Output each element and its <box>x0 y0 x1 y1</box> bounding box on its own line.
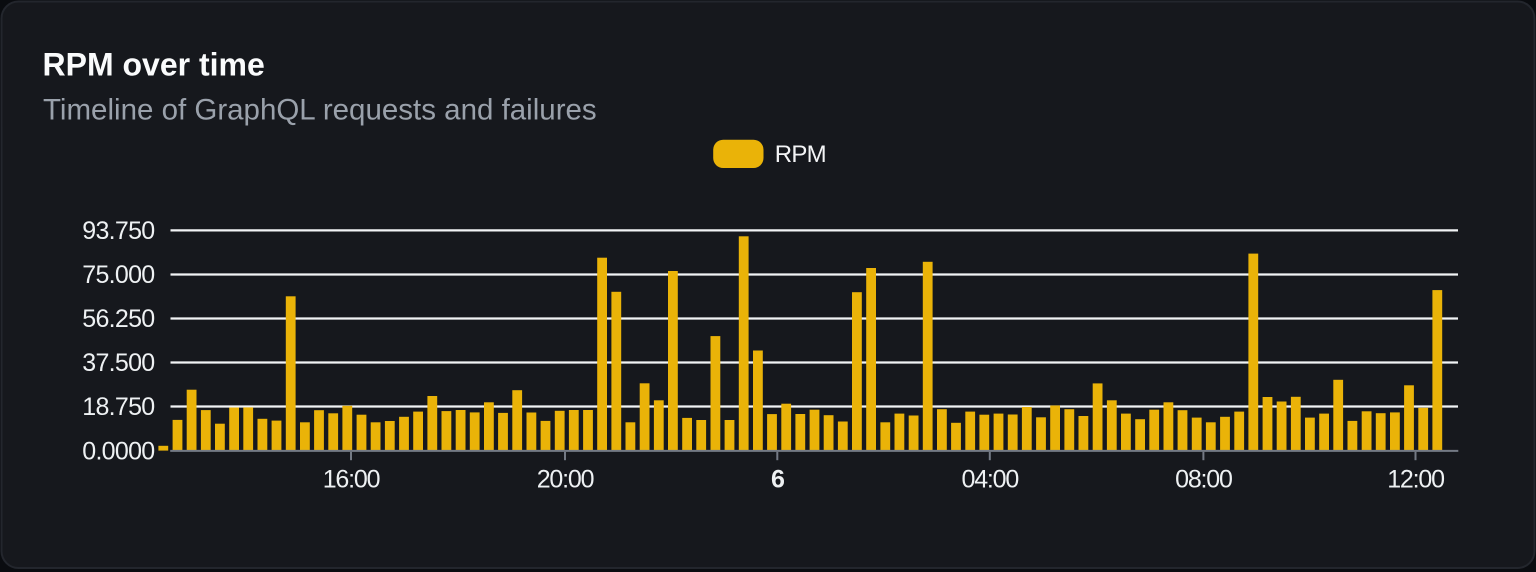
svg-text:20:00: 20:00 <box>537 465 594 493</box>
svg-text:08:00: 08:00 <box>1175 465 1232 493</box>
svg-text:RPM: RPM <box>775 141 826 168</box>
svg-text:12:00: 12:00 <box>1387 465 1444 493</box>
svg-text:Timeline of GraphQL requests a: Timeline of GraphQL requests and failure… <box>43 93 597 126</box>
svg-text:56.250: 56.250 <box>82 305 154 333</box>
svg-text:75.000: 75.000 <box>82 261 154 289</box>
svg-text:0.0000: 0.0000 <box>82 438 154 466</box>
svg-text:16:00: 16:00 <box>323 465 380 493</box>
svg-text:6: 6 <box>771 465 784 493</box>
svg-text:93.750: 93.750 <box>82 217 154 245</box>
svg-text:37.500: 37.500 <box>82 349 154 377</box>
svg-text:18.750: 18.750 <box>82 393 154 421</box>
svg-text:RPM over time: RPM over time <box>43 47 265 83</box>
svg-text:04:00: 04:00 <box>962 465 1019 493</box>
